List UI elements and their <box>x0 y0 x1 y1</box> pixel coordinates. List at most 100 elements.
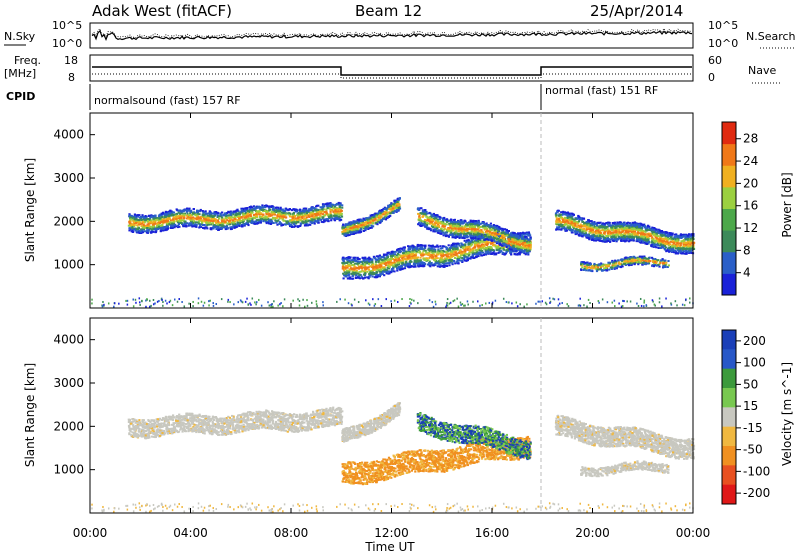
echo-cell <box>181 219 184 222</box>
echo-cell <box>284 213 287 216</box>
echo-cell <box>431 250 434 253</box>
echo-cell <box>424 209 427 212</box>
echo-cell <box>350 229 353 232</box>
echo-cell <box>409 265 412 268</box>
echo-cell <box>437 245 440 248</box>
echo-cell <box>458 220 462 223</box>
echo-cell <box>352 271 355 274</box>
echo-cell <box>525 239 528 241</box>
echo-cell <box>229 228 232 231</box>
echo-cell <box>284 212 287 215</box>
echo-cell <box>136 224 139 227</box>
echo-cell <box>456 254 459 257</box>
echo-cell <box>271 205 274 208</box>
echo-cell <box>392 211 395 214</box>
echo-cell <box>332 210 335 213</box>
echo-cell <box>321 210 324 213</box>
echo-cell <box>233 220 237 223</box>
echo-cell <box>171 221 174 224</box>
echo-cell <box>150 231 153 234</box>
echo-cell <box>326 218 329 221</box>
echo-cell <box>187 223 190 226</box>
echo-cell <box>299 225 302 227</box>
echo-cell <box>238 218 241 221</box>
echo-cell <box>400 254 403 257</box>
echo-cell <box>198 213 201 216</box>
echo-cell <box>146 223 149 226</box>
echo-cell <box>367 217 370 220</box>
echo-cell <box>390 209 393 212</box>
echo-cell <box>222 213 225 216</box>
echo-cell <box>380 272 383 275</box>
echo-cell <box>162 218 165 221</box>
echo-cell <box>386 270 389 273</box>
echo-cell <box>236 219 239 222</box>
echo-cell <box>387 211 390 214</box>
echo-cell <box>228 214 231 217</box>
echo-cell <box>166 214 169 217</box>
echo-cell <box>396 201 399 203</box>
echo-cell <box>369 214 372 217</box>
echo-cell <box>336 208 339 211</box>
echo-cell <box>480 254 483 257</box>
echo-cell <box>452 228 455 231</box>
echo-cell <box>293 225 296 228</box>
echo-cell <box>389 206 392 209</box>
echo-cell <box>362 277 365 280</box>
echo-cell <box>363 259 366 262</box>
echo-cell <box>344 266 347 269</box>
echo-cell <box>140 225 143 228</box>
echo-cell <box>457 251 461 254</box>
echo-cell <box>205 219 208 222</box>
echo-cell <box>356 228 359 230</box>
echo-cell <box>147 225 150 228</box>
echo-cell <box>199 210 202 213</box>
echo-cell <box>524 253 527 256</box>
echo-cell <box>381 213 384 216</box>
echo-cell <box>306 220 309 223</box>
echo-cell <box>390 271 393 274</box>
echo-cell <box>234 215 237 218</box>
echo-cell <box>144 220 147 223</box>
echo-cell <box>301 214 304 217</box>
echo-cell <box>346 234 349 237</box>
echo-cell <box>132 219 135 222</box>
echo-cell <box>422 214 425 217</box>
echo-cell <box>280 213 283 216</box>
echo-cell <box>366 270 369 273</box>
echo-cell <box>135 214 138 217</box>
echo-cell <box>418 251 421 254</box>
echo-cell <box>453 221 456 224</box>
echo-cell <box>436 244 439 247</box>
echo-cell <box>368 227 371 229</box>
echo-cell <box>299 218 302 221</box>
echo-cell <box>397 204 400 207</box>
echo-cell <box>372 225 375 228</box>
echo-cell <box>397 208 400 211</box>
echo-cell <box>461 259 464 262</box>
echo-cell <box>419 248 422 250</box>
echo-cell <box>301 220 304 223</box>
echo-cell <box>184 224 187 227</box>
echo-cell <box>367 266 370 269</box>
echo-cell <box>299 222 302 225</box>
echo-cell <box>505 241 508 244</box>
echo-cell <box>326 203 329 206</box>
echo-cell <box>152 217 155 220</box>
echo-cell <box>344 234 347 237</box>
echo-cell <box>397 209 400 212</box>
echo-cell <box>349 223 352 226</box>
echo-cell <box>282 216 286 219</box>
echo-cell <box>321 207 325 210</box>
echo-cell <box>369 271 372 274</box>
echo-cell <box>520 246 523 249</box>
echo-cell <box>146 218 150 220</box>
echo-cell <box>246 221 249 224</box>
echo-cell <box>465 259 468 262</box>
echo-cell <box>371 258 374 261</box>
echo-cell <box>247 217 250 220</box>
echo-cell <box>362 223 365 226</box>
echo-cell <box>323 214 326 217</box>
echo-cell <box>411 257 414 260</box>
freq-label-2: [MHz] <box>4 67 36 80</box>
